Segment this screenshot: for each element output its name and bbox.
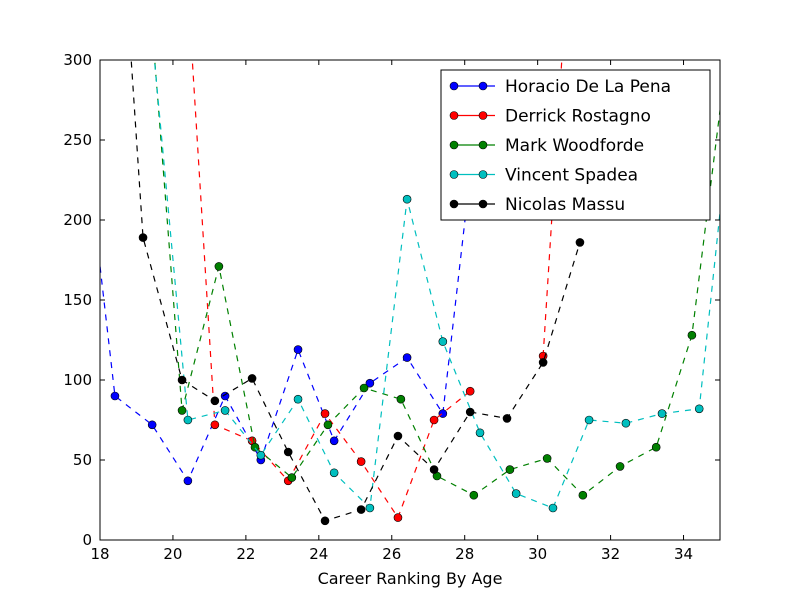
- x-tick-label: 32: [601, 545, 620, 563]
- data-point: [283, 447, 293, 457]
- plot-area: [74, 24, 739, 526]
- legend: Horacio De La Pena Derrick Rostagno Mark W…: [440, 69, 711, 221]
- x-tick-label: 22: [236, 545, 255, 563]
- data-point: [542, 454, 552, 463]
- data-point: [621, 418, 631, 428]
- data-point: [110, 391, 120, 401]
- data-point: [220, 406, 230, 415]
- data-point: [393, 431, 403, 441]
- legend-marker: [449, 111, 459, 120]
- data-point: [548, 503, 558, 513]
- data-point: [502, 414, 512, 423]
- data-point: [356, 457, 366, 466]
- legend-marker: [478, 111, 488, 120]
- data-point: [256, 450, 266, 460]
- data-point: [475, 428, 485, 438]
- data-point: [74, 72, 82, 80]
- data-point: [465, 407, 475, 417]
- legend-marker: [449, 170, 459, 179]
- data-point: [687, 330, 697, 340]
- legend-marker: [478, 199, 488, 209]
- data-point: [138, 233, 148, 242]
- data-point: [183, 415, 193, 425]
- data-point: [287, 473, 297, 482]
- data-point: [365, 503, 375, 513]
- data-point: [396, 394, 406, 404]
- data-point: [356, 505, 366, 514]
- series-line: [154, 60, 720, 497]
- data-point: [320, 516, 330, 526]
- x-tick-label: 18: [90, 545, 109, 563]
- data-point: [438, 337, 448, 346]
- data-point: [694, 404, 704, 414]
- y-tick-label: 50: [73, 451, 92, 469]
- data-point: [469, 490, 479, 500]
- data-point: [725, 34, 733, 42]
- data-point: [329, 468, 339, 478]
- data-point: [402, 194, 412, 204]
- data-point: [438, 409, 448, 418]
- x-tick-label: 24: [309, 545, 328, 563]
- data-point: [147, 24, 155, 32]
- x-tick-label: 34: [674, 545, 693, 563]
- y-tick-label: 300: [63, 51, 92, 69]
- legend-label: Horacio De La Pena: [505, 77, 671, 97]
- data-point: [177, 375, 187, 385]
- data-point: [538, 358, 548, 367]
- data-point: [147, 420, 157, 430]
- data-point: [323, 420, 333, 430]
- data-point: [214, 262, 224, 271]
- data-point: [365, 378, 375, 388]
- data-point: [731, 64, 739, 72]
- y-tick-label: 0: [82, 531, 92, 549]
- legend-label: Mark Woodforde: [505, 136, 644, 156]
- y-tick-label: 200: [63, 211, 92, 229]
- data-point: [210, 420, 220, 430]
- data-point: [183, 476, 193, 486]
- ticks: 18 20 22 24 26 28 30 32 34 0 50 100 150 200 250 300: [63, 51, 720, 563]
- x-axis-label: Career Ranking By Age: [318, 569, 503, 588]
- data-point: [575, 238, 585, 247]
- data-point: [320, 409, 330, 418]
- data-point: [584, 415, 594, 425]
- x-tick-label: 30: [528, 545, 547, 563]
- x-tick-label: 28: [455, 545, 474, 563]
- series-line: [153, 60, 720, 510]
- legend-marker: [449, 199, 459, 209]
- data-point: [247, 374, 257, 383]
- data-point: [615, 462, 625, 471]
- data-point: [651, 442, 661, 452]
- data-point: [293, 345, 303, 354]
- data-point: [505, 465, 515, 474]
- data-point: [329, 436, 339, 446]
- legend-marker: [478, 140, 488, 150]
- data-point: [465, 386, 475, 396]
- data-point: [429, 465, 439, 474]
- data-point: [429, 415, 439, 425]
- y-tick-label: 100: [63, 371, 92, 389]
- series-line: [100, 91, 481, 483]
- data-point: [511, 489, 521, 498]
- data-point: [210, 396, 220, 406]
- y-tick-label: 250: [63, 131, 92, 149]
- x-tick-label: 26: [382, 545, 401, 563]
- legend-label: Nicolas Massu: [505, 195, 625, 215]
- legend-marker: [449, 140, 459, 150]
- data-point: [393, 513, 403, 522]
- data-point: [177, 406, 187, 415]
- data-point: [359, 383, 369, 393]
- legend-marker: [478, 81, 488, 91]
- legend-label: Derrick Rostagno: [505, 107, 651, 127]
- data-point: [250, 442, 260, 452]
- data-point: [402, 353, 412, 362]
- data-point: [657, 409, 667, 418]
- data-point: [578, 490, 588, 500]
- legend-label: Vincent Spadea: [505, 166, 638, 186]
- y-tick-label: 150: [63, 291, 92, 309]
- legend-marker: [449, 81, 459, 91]
- x-tick-label: 20: [163, 545, 182, 563]
- legend-marker: [478, 170, 488, 179]
- data-point: [293, 394, 303, 404]
